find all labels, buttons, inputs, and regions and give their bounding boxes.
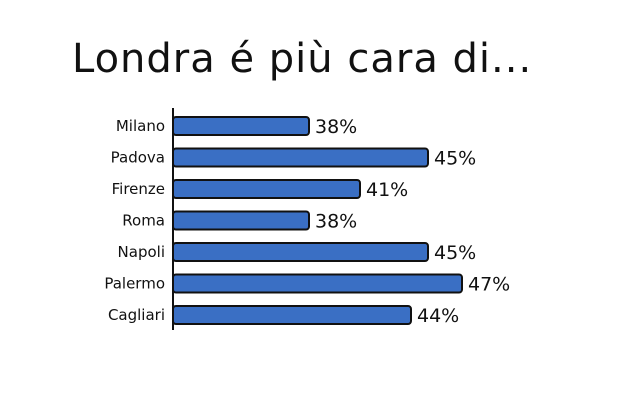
bar-palermo xyxy=(172,273,463,294)
bar-napoli xyxy=(172,242,429,262)
bar-milano xyxy=(172,116,310,136)
value-label: 45% xyxy=(434,242,476,264)
bar-cagliari xyxy=(172,305,412,325)
value-label: 47% xyxy=(468,274,510,296)
value-label: 44% xyxy=(417,305,459,327)
category-label: Palermo xyxy=(104,275,165,293)
value-label: 38% xyxy=(315,211,357,233)
value-label: 41% xyxy=(366,179,408,201)
value-label: 45% xyxy=(434,148,476,170)
category-label: Padova xyxy=(111,149,165,167)
bar-roma xyxy=(172,210,310,231)
category-label: Cagliari xyxy=(108,306,165,324)
category-label: Napoli xyxy=(118,243,165,261)
bar-padova xyxy=(172,147,429,168)
bar-firenze xyxy=(172,179,361,199)
category-label: Milano xyxy=(116,117,165,135)
value-label: 38% xyxy=(315,116,357,138)
chart-title: Londra é più cara di... xyxy=(72,36,532,82)
category-label: Firenze xyxy=(112,180,165,198)
category-label: Roma xyxy=(122,212,165,230)
